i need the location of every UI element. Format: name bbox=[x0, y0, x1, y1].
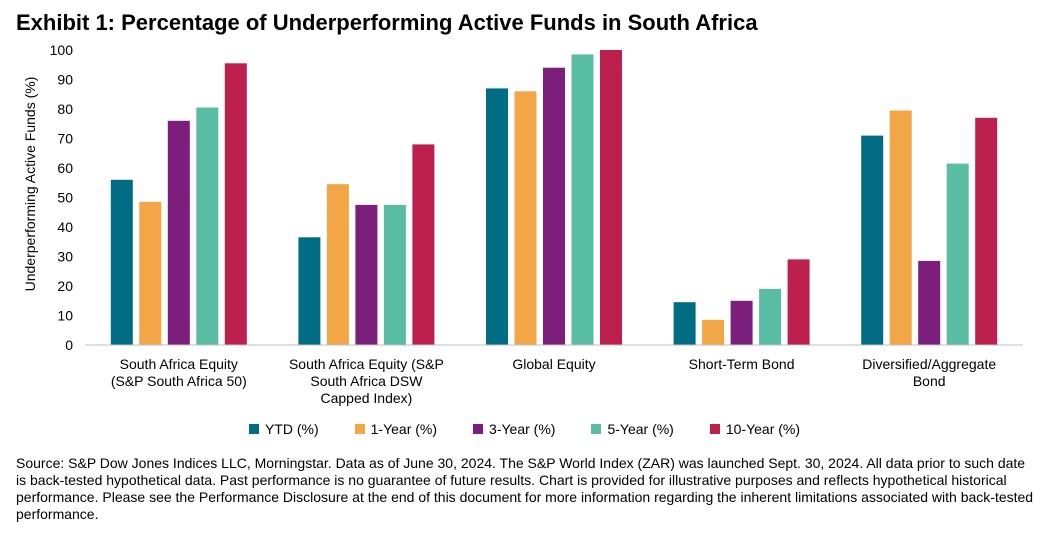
bar bbox=[975, 117, 998, 345]
bar bbox=[383, 204, 406, 345]
bar bbox=[514, 91, 537, 345]
legend-item: 5-Year (%) bbox=[591, 421, 674, 437]
bar bbox=[167, 120, 190, 345]
y-tick-label: 100 bbox=[50, 42, 74, 58]
y-ticks: 0 10 20 30 40 50 60 70 80 90 100 bbox=[50, 42, 74, 353]
bar bbox=[673, 302, 696, 345]
bar bbox=[861, 135, 884, 345]
bar bbox=[543, 67, 565, 345]
bar bbox=[702, 319, 725, 345]
legend-item: YTD (%) bbox=[248, 421, 319, 437]
y-tick-label: 40 bbox=[57, 219, 73, 235]
y-tick-label: 50 bbox=[57, 190, 73, 206]
x-category-label: South Africa Equity (S&P South Africa DSW… bbox=[289, 356, 444, 406]
y-tick-label: 20 bbox=[57, 278, 73, 294]
bar bbox=[759, 288, 782, 345]
y-tick-label: 70 bbox=[57, 131, 73, 147]
y-tick-label: 80 bbox=[57, 101, 73, 117]
legend-swatch bbox=[709, 424, 720, 434]
legend-item: 1-Year (%) bbox=[354, 421, 438, 437]
legend-swatch bbox=[248, 424, 259, 434]
bar bbox=[486, 88, 508, 346]
bar bbox=[946, 163, 969, 345]
legend-swatch bbox=[354, 424, 365, 434]
bar bbox=[224, 63, 247, 346]
bar bbox=[326, 184, 349, 345]
y-tick-label: 30 bbox=[57, 249, 73, 265]
legend-label: 5-Year (%) bbox=[607, 421, 674, 437]
y-tick-label: 60 bbox=[57, 160, 73, 176]
legend-label: YTD (%) bbox=[264, 421, 319, 437]
bar bbox=[730, 300, 753, 346]
bar bbox=[298, 237, 321, 345]
bar bbox=[139, 201, 162, 345]
legend-swatch bbox=[473, 424, 484, 434]
bar bbox=[600, 50, 622, 345]
x-category-label: Diversified/Aggregate Bond bbox=[862, 356, 996, 389]
legend-label: 10-Year (%) bbox=[725, 421, 801, 437]
y-tick-label: 90 bbox=[57, 72, 73, 88]
x-category-label: South Africa Equity (S&P South Africa 50) bbox=[111, 356, 247, 389]
legend-label: 3-Year (%) bbox=[489, 421, 556, 437]
bars bbox=[110, 50, 998, 346]
legend-label: 1-Year (%) bbox=[370, 421, 438, 437]
legend-swatch bbox=[591, 424, 602, 434]
bar bbox=[571, 54, 594, 346]
bar bbox=[787, 259, 810, 345]
chart-title: Exhibit 1: Percentage of Underperforming… bbox=[16, 10, 758, 35]
legend-item: 3-Year (%) bbox=[473, 421, 555, 437]
x-category-labels: South Africa Equity (S&P South Africa 50)… bbox=[111, 356, 997, 406]
bar bbox=[412, 144, 435, 345]
bar bbox=[196, 107, 219, 345]
bar-chart: 0 10 20 30 40 50 60 70 80 90 100 South Africa Equi… bbox=[50, 42, 1023, 406]
y-tick-label: 0 bbox=[65, 337, 73, 353]
bar bbox=[110, 179, 133, 345]
x-category-label: Short-Term Bond bbox=[689, 356, 795, 372]
bar bbox=[355, 204, 378, 345]
bar bbox=[918, 260, 941, 345]
legend: YTD (%) 1-Year (%) 3-Year (%) 5-Year (%) 10-… bbox=[0, 421, 1049, 437]
legend-item: 10-Year (%) bbox=[709, 421, 801, 437]
bar bbox=[889, 110, 912, 345]
x-category-label: Global Equity bbox=[512, 356, 595, 372]
y-tick-label: 10 bbox=[57, 308, 73, 324]
source-note: Source: S&P Dow Jones Indices LLC, Morni… bbox=[16, 455, 1034, 522]
